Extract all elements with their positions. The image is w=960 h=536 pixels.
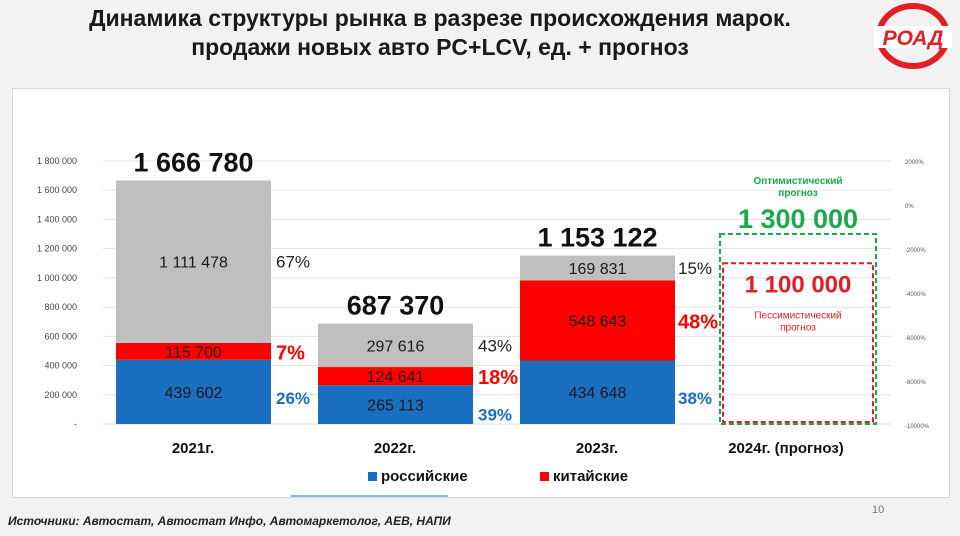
forecast-optimistic-caption-2: прогноз xyxy=(778,188,817,199)
y2-tick-label: 0% xyxy=(905,204,914,210)
y-tick-label: 1 200 000 xyxy=(37,244,77,254)
bar-value-label: 439 602 xyxy=(165,385,223,402)
share-other: 15% xyxy=(678,259,712,278)
bar-segment-russian xyxy=(520,360,675,424)
legend-label-russian: российские xyxy=(381,468,468,485)
share-other: 67% xyxy=(276,253,310,272)
page-title: Динамика структуры рынка в разрезе проис… xyxy=(0,4,880,62)
x-category-label: 2022г. xyxy=(374,440,416,457)
y-tick-label: 1 400 000 xyxy=(37,214,77,224)
bar-segment-other xyxy=(520,255,675,281)
x-category-label: 2023г. xyxy=(576,440,618,457)
bar-total-label: 1 666 780 xyxy=(133,147,253,177)
bar-segment-chinese xyxy=(318,367,473,386)
y2-tick-label: 2000% xyxy=(905,160,924,166)
page-number: 10 xyxy=(872,504,885,516)
y2-tick-label: -8000% xyxy=(905,380,926,386)
bar-value-label: 1 111 478 xyxy=(159,255,228,272)
bar-total-label: 1 153 122 xyxy=(537,223,657,253)
forecast-pessimistic-caption-1: Пессимистический xyxy=(754,310,841,321)
share-chinese: 48% xyxy=(678,311,718,333)
share-other: 43% xyxy=(478,336,512,355)
y2-tick-label: -2000% xyxy=(905,248,926,254)
sources-note: Источники: Автостат, Автостат Инфо, Авто… xyxy=(8,514,451,528)
share-russian: 38% xyxy=(678,389,712,408)
bar-value-label: 115 700 xyxy=(165,344,222,361)
bar-segment-other xyxy=(116,180,271,343)
y-tick-label: 1 600 000 xyxy=(37,185,77,195)
bar-value-label: 169 831 xyxy=(569,261,627,278)
stacked-bar-chart: - 200 000 400 000 600 000 800 000 1 000 000 1 … xyxy=(37,147,930,497)
y-tick-label: 400 000 xyxy=(44,361,77,371)
y2-tick-label: -6000% xyxy=(905,336,926,342)
chart-panel: - 200 000 400 000 600 000 800 000 1 000 000 1 … xyxy=(12,88,950,498)
forecast-optimistic-box xyxy=(719,233,877,425)
forecast-optimistic-value: 1 300 000 xyxy=(738,204,858,234)
bar-total-label: 687 370 xyxy=(347,291,445,321)
bar-segment-chinese xyxy=(520,280,675,361)
bar-value-label: 434 648 xyxy=(569,385,627,402)
y-tick-label: 200 000 xyxy=(44,390,77,400)
forecast-pessimistic-caption-2: прогноз xyxy=(780,322,816,333)
bar-segment-russian xyxy=(318,385,473,424)
bar-segment-russian xyxy=(116,359,271,424)
title-line-2: продажи новых авто PC+LCV, ед. + прогноз xyxy=(191,34,689,60)
legend-label-chinese: китайские xyxy=(553,468,628,485)
y-tick-label: 1 800 000 xyxy=(37,156,77,166)
bar-value-label: 265 113 xyxy=(367,398,424,415)
x-category-label: 2024г. (прогноз) xyxy=(728,440,844,457)
y-tick-label: 800 000 xyxy=(44,302,77,312)
title-line-1: Динамика структуры рынка в разрезе проис… xyxy=(89,5,791,31)
legend-swatch-chinese xyxy=(540,472,549,481)
bar-segment-other xyxy=(318,323,473,368)
forecast-pessimistic-box xyxy=(722,262,874,423)
forecast-pessimistic-value: 1 100 000 xyxy=(745,271,852,298)
road-logo: РОАД xyxy=(874,3,952,69)
y2-tick-label: -4000% xyxy=(905,292,926,298)
y2-tick-label: -10000% xyxy=(905,424,930,430)
share-chinese: 7% xyxy=(276,342,305,364)
y-tick-label: 600 000 xyxy=(44,331,77,341)
share-russian: 26% xyxy=(276,389,310,408)
logo-text: РОАД xyxy=(883,27,944,50)
y-tick-label: - xyxy=(74,419,77,429)
share-russian: 39% xyxy=(478,406,512,425)
legend-swatch-russian xyxy=(368,472,377,481)
bar-value-label: 297 616 xyxy=(367,338,425,355)
share-chinese: 18% xyxy=(478,367,518,389)
forecast-optimistic-caption-1: Оптимистический xyxy=(753,176,842,187)
y-tick-label: 1 000 000 xyxy=(37,273,77,283)
x-category-label: 2021г. xyxy=(172,440,214,457)
bar-value-label: 548 643 xyxy=(569,313,627,330)
bar-segment-chinese xyxy=(116,342,271,360)
bar-value-label: 124 641 xyxy=(367,369,425,386)
